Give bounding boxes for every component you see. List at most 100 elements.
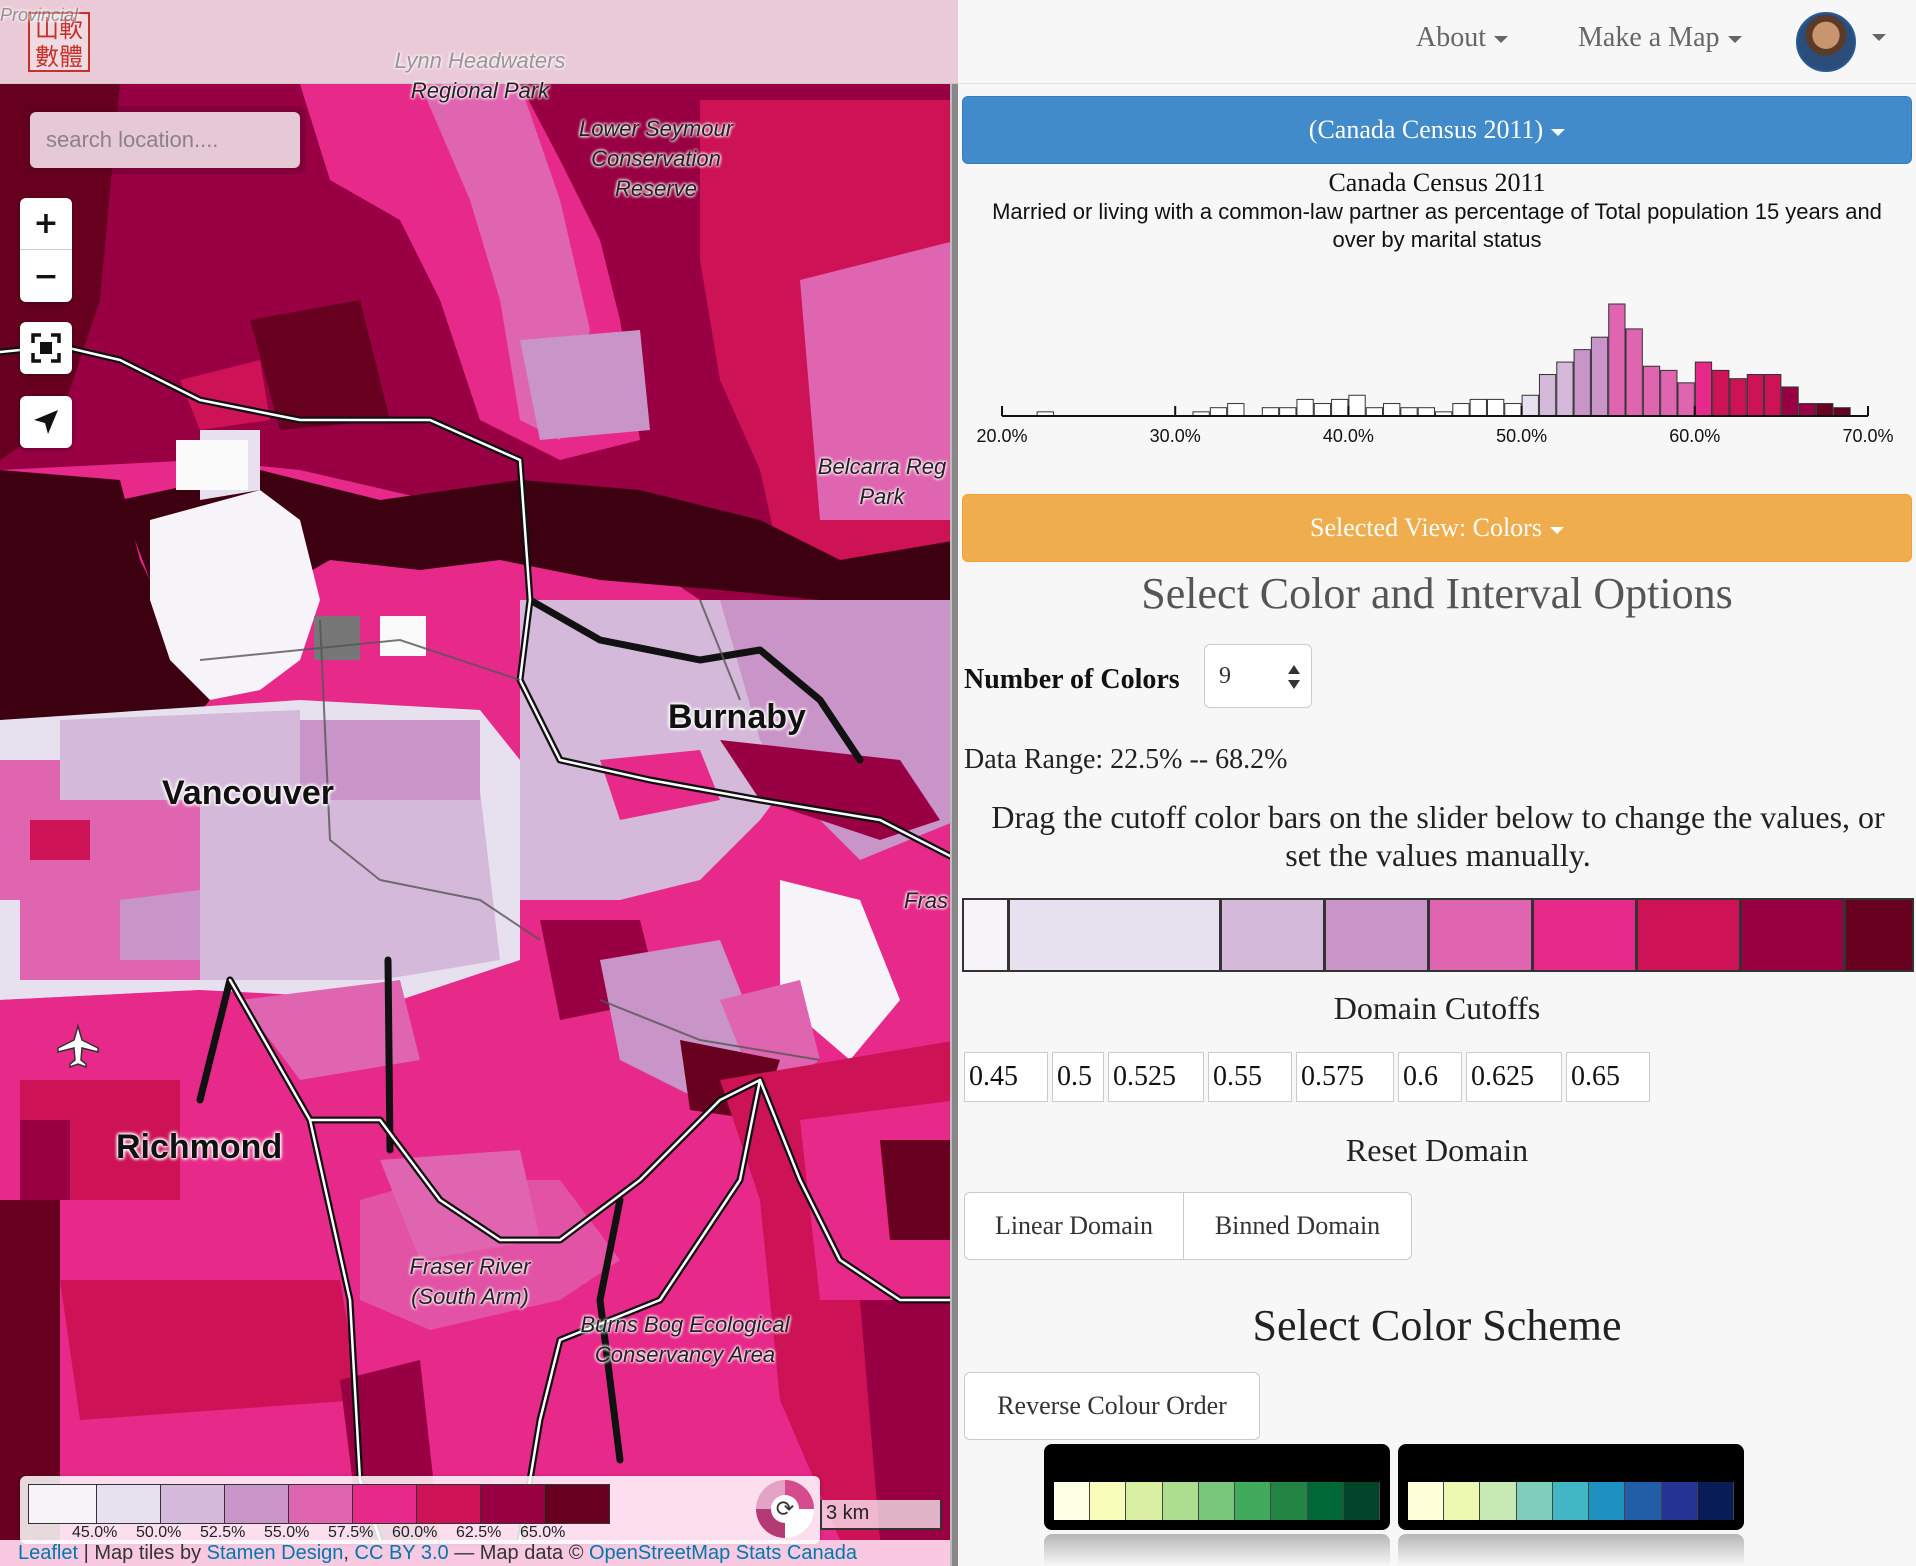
cutoff-input[interactable]: 0.6 (1398, 1052, 1462, 1102)
domain-button-group: Linear Domain Binned Domain (964, 1192, 1412, 1260)
cutoff-input[interactable]: 0.525 (1108, 1052, 1204, 1102)
ccby-link[interactable]: CC BY 3.0 (354, 1542, 449, 1564)
histogram-bar (1660, 369, 1678, 417)
map-label-vancouver: Vancouver (162, 774, 334, 812)
histogram-bar (1694, 361, 1713, 417)
map-header: 山軟數體 Provincial Lynn Headwaters (0, 0, 958, 84)
data-range: Data Range: 22.5% -- 68.2% (964, 744, 1288, 775)
histogram-bar (1261, 407, 1280, 417)
map-label-burnaby: Burnaby (668, 698, 806, 736)
dataset-dropdown-button[interactable]: (Canada Census 2011) (962, 96, 1912, 164)
locate-button[interactable] (20, 396, 72, 448)
map-label-fraser-north: Fras (904, 888, 948, 913)
chevron-down-icon (1727, 36, 1742, 44)
slider-color-segment[interactable] (1010, 900, 1222, 970)
slider-color-segment[interactable] (964, 900, 1010, 970)
histogram-bar (1764, 374, 1782, 417)
cutoff-slider[interactable] (962, 898, 1914, 972)
chevron-down-icon[interactable] (1872, 34, 1886, 41)
legend-swatch (161, 1485, 225, 1523)
panel-splitter[interactable] (950, 84, 958, 1566)
user-avatar[interactable] (1796, 12, 1856, 72)
statscan-link[interactable]: Stats Canada (735, 1542, 857, 1564)
legend-swatch (29, 1485, 97, 1523)
slider-color-segment[interactable] (1326, 900, 1430, 970)
map-attribution: Leaflet | Map tiles by Stamen Design, CC… (0, 1540, 950, 1566)
histogram-bar (1383, 403, 1401, 417)
histogram-bar (1486, 398, 1505, 417)
scheme-swatch (1054, 1482, 1091, 1520)
scale-bar: 3 km (820, 1500, 942, 1530)
cutoff-input[interactable]: 0.625 (1466, 1052, 1562, 1102)
color-scheme-swatches (1408, 1482, 1734, 1520)
legend-tick-label: 45.0% (72, 1524, 118, 1541)
map-label-lower-seymour: Lower Seymour Conservation Reserve (578, 116, 734, 201)
histogram-tick-label: 40.0% (1323, 426, 1374, 446)
leaflet-link[interactable]: Leaflet (18, 1542, 79, 1564)
slider-color-segment[interactable] (1742, 900, 1846, 970)
scheme-swatch (1625, 1482, 1662, 1520)
chevron-down-icon (1494, 36, 1508, 44)
slider-color-segment[interactable] (1846, 900, 1912, 970)
slider-instructions: Drag the cutoff color bars on the slider… (991, 799, 1885, 873)
color-scheme-option[interactable] (1044, 1444, 1390, 1530)
color-scheme-option[interactable] (1398, 1444, 1744, 1530)
histogram-bar (1296, 398, 1314, 417)
fullscreen-button[interactable] (20, 322, 72, 374)
nav-about[interactable]: About (1416, 22, 1508, 54)
legend-toggle-button[interactable]: ⟳ (756, 1480, 814, 1538)
search-location-input[interactable] (30, 112, 300, 168)
color-options-heading: Select Color and Interval Options (1141, 569, 1733, 618)
map-label-provincial: Provincial (0, 5, 79, 25)
scheme-swatch (1307, 1482, 1344, 1520)
app-logo[interactable]: 山軟數體 (28, 12, 90, 72)
dataset-button-label: (Canada Census 2011) (1308, 115, 1544, 144)
binned-domain-button[interactable]: Binned Domain (1184, 1192, 1412, 1260)
histogram-bar (1452, 403, 1470, 417)
histogram-bar (1227, 403, 1245, 417)
map-label-regional-park: Regional Park (410, 78, 550, 103)
legend-tick-label: 60.0% (392, 1524, 438, 1541)
view-button-label: Selected View: Colors (1310, 513, 1542, 542)
scheme-swatch (1661, 1482, 1698, 1520)
osm-link[interactable]: OpenStreetMap (589, 1542, 731, 1564)
navbar: About Make a Map (958, 0, 1916, 84)
num-colors-select[interactable]: 9 (1204, 644, 1312, 708)
cutoff-input[interactable]: 0.65 (1566, 1052, 1650, 1102)
slider-color-segment[interactable] (1638, 900, 1742, 970)
map-label-burns-bog: Burns Bog Ecological Conservancy Area (580, 1312, 790, 1367)
spinner-arrows-icon (1288, 665, 1300, 689)
legend-swatch (225, 1485, 289, 1523)
dataset-title: Canada Census 2011 (1328, 168, 1546, 197)
legend-tick-label: 65.0% (520, 1524, 566, 1541)
legend-tick-label: 57.5% (328, 1524, 374, 1541)
cutoff-input[interactable]: 0.5 (1052, 1052, 1104, 1102)
cutoff-input[interactable]: 0.575 (1296, 1052, 1394, 1102)
scheme-swatch (1697, 1482, 1734, 1520)
slider-color-segment[interactable] (1430, 900, 1534, 970)
histogram-tick-label: 60.0% (1669, 426, 1720, 446)
linear-domain-button[interactable]: Linear Domain (964, 1192, 1184, 1260)
zoom-control: + − (20, 198, 72, 302)
histogram-bar (1677, 382, 1695, 417)
reverse-colour-button[interactable]: Reverse Colour Order (964, 1372, 1260, 1440)
slider-color-segment[interactable] (1534, 900, 1638, 970)
num-colors-label: Number of Colors (964, 664, 1180, 695)
choropleth-map[interactable] (0, 0, 958, 1566)
chevron-down-icon (1549, 526, 1564, 534)
scheme-swatch (1480, 1482, 1517, 1520)
histogram-bar (1729, 378, 1747, 417)
map-view[interactable]: 山軟數體 Provincial Lynn Headwaters Regional… (0, 0, 958, 1566)
scheme-swatch (1589, 1482, 1626, 1520)
zoom-out-button[interactable]: − (33, 258, 59, 294)
nav-make-map[interactable]: Make a Map (1578, 22, 1742, 54)
cutoff-input[interactable]: 0.55 (1208, 1052, 1292, 1102)
view-dropdown-button[interactable]: Selected View: Colors (962, 494, 1912, 562)
stamen-link[interactable]: Stamen Design (206, 1542, 344, 1564)
num-colors-value: 9 (1219, 663, 1231, 689)
reset-domain-heading: Reset Domain (1345, 1132, 1529, 1168)
cutoff-input[interactable]: 0.45 (964, 1052, 1048, 1102)
scheme-swatch (1235, 1482, 1272, 1520)
zoom-in-button[interactable]: + (20, 198, 72, 250)
slider-color-segment[interactable] (1222, 900, 1326, 970)
